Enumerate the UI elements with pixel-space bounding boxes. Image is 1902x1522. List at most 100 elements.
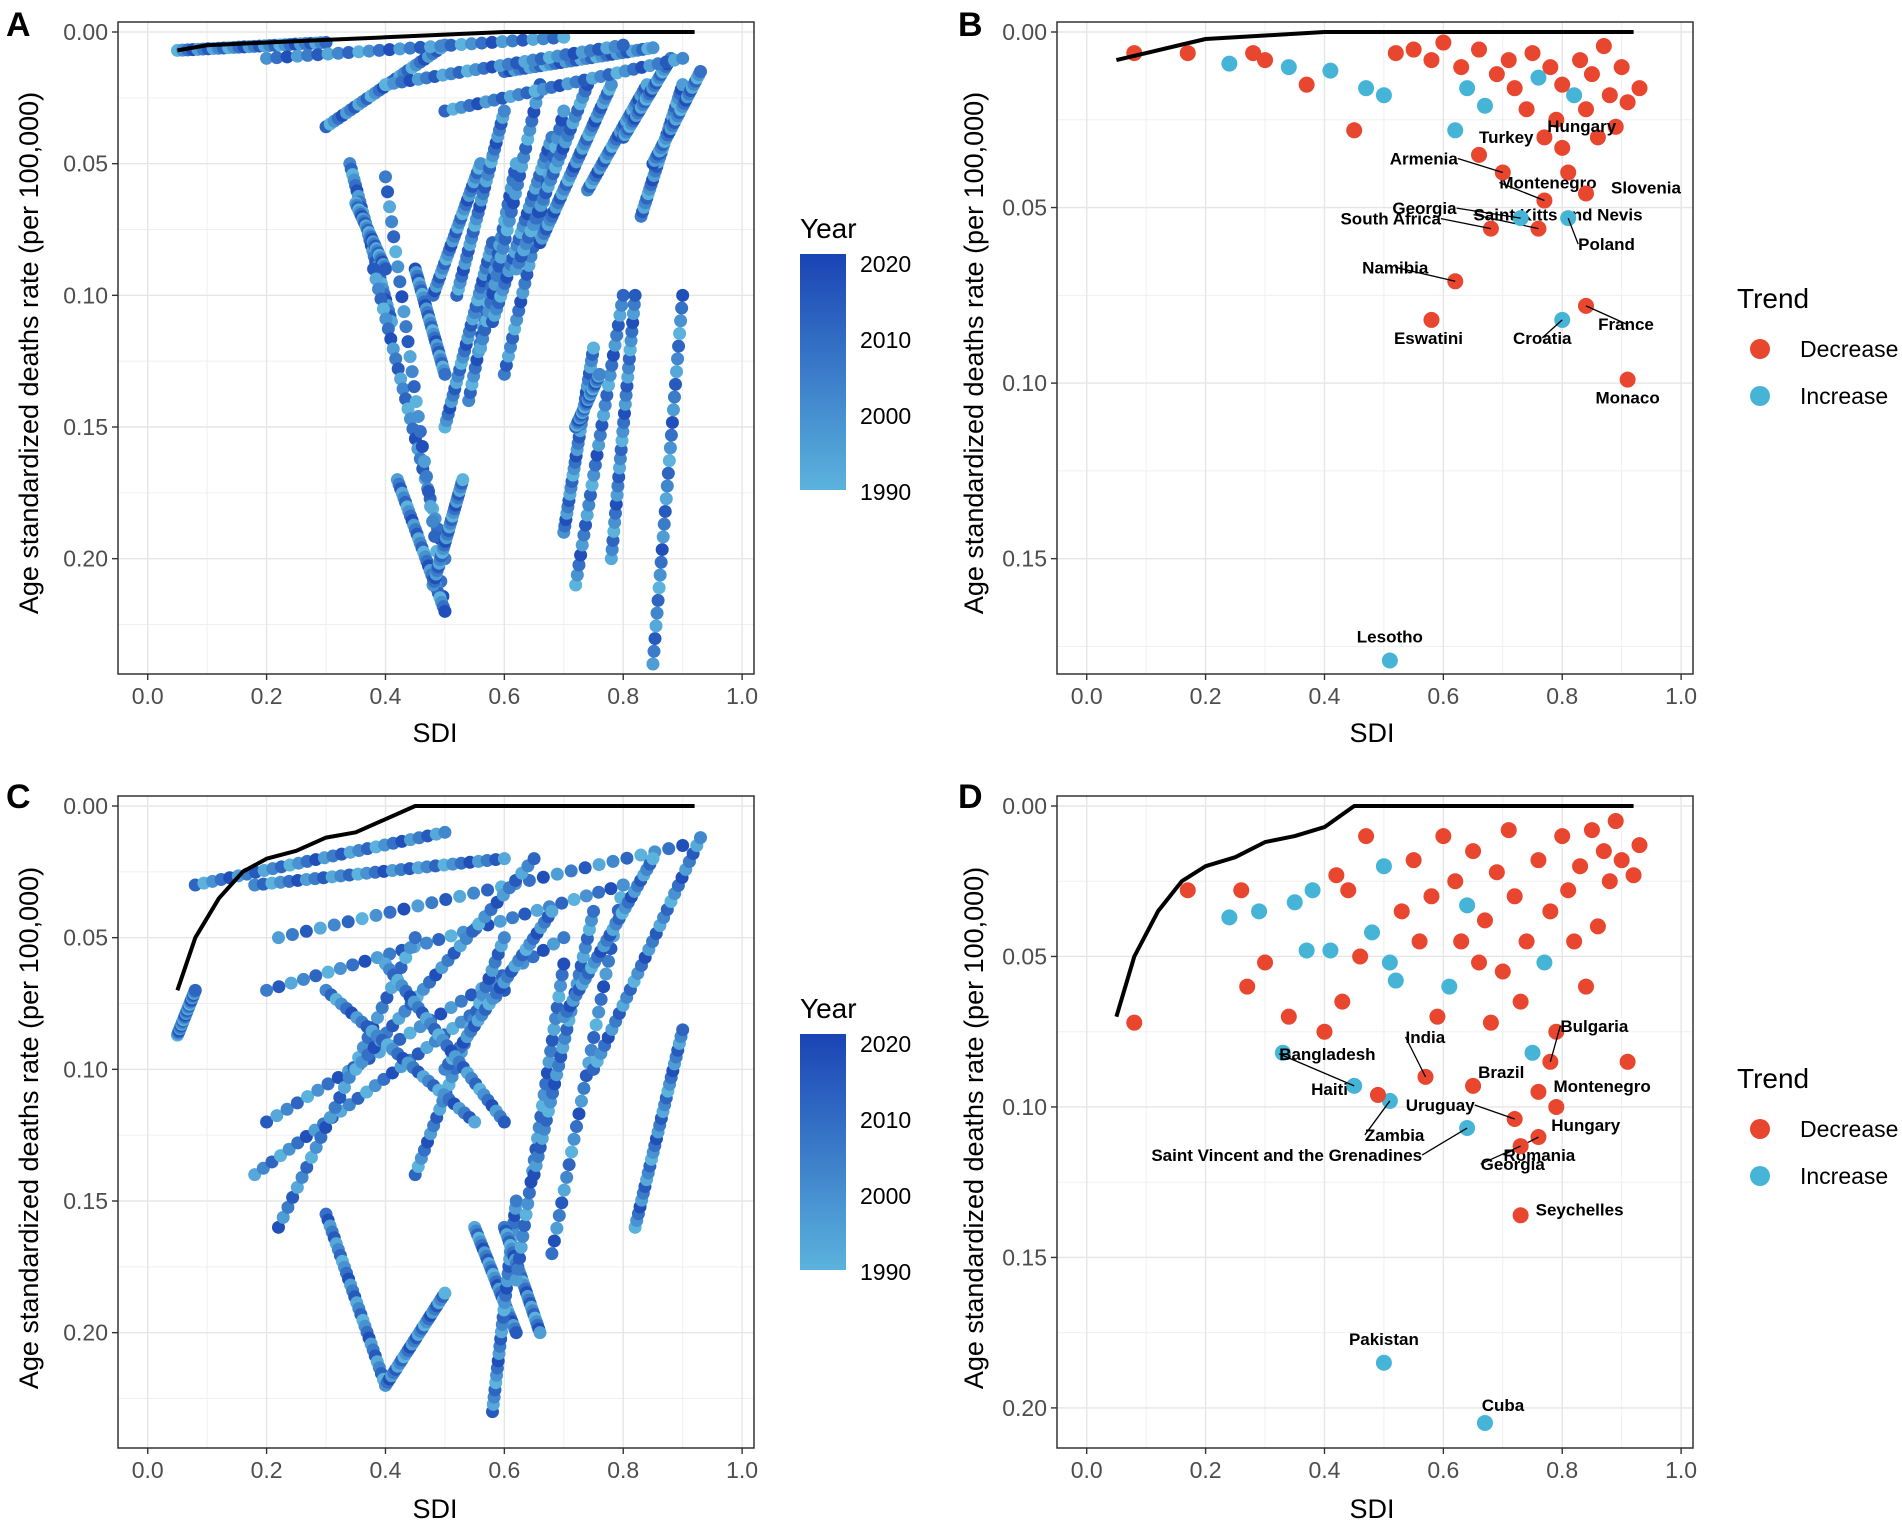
plot-border [1056, 21, 1694, 675]
country-point [1453, 933, 1470, 950]
trajectory-point [391, 362, 405, 376]
country-label: Hungary [1551, 1116, 1621, 1135]
panel-letter-D: D [958, 778, 983, 816]
country-point [1465, 843, 1482, 860]
trajectory-point [497, 931, 511, 945]
country-point [1613, 852, 1630, 869]
trajectory-point [321, 47, 335, 61]
trajectory-point [592, 885, 606, 899]
country-point [1334, 993, 1351, 1010]
trajectory-point [509, 1326, 523, 1340]
country-point [1494, 963, 1511, 980]
trajectory-point [665, 415, 679, 429]
x-tick-label: 0.8 [607, 1457, 639, 1483]
trajectory-point [601, 378, 615, 392]
trajectory-point [592, 1005, 606, 1019]
trajectory-point [370, 1011, 384, 1025]
country-point [1500, 52, 1517, 69]
trajectory-point [676, 839, 690, 852]
trajectory-point [295, 1170, 309, 1184]
country-point [1607, 118, 1624, 135]
trajectory-point [650, 606, 664, 620]
trajectory-point [577, 1081, 591, 1095]
trajectory-point [615, 298, 629, 312]
year-legend-title-C: Year [800, 993, 857, 1024]
trajectory-point [362, 44, 376, 58]
year-legend-label: 2000 [860, 403, 911, 429]
trajectory-point [668, 377, 682, 391]
trajectory-point [547, 1234, 561, 1248]
y-axis-title-B: Age standardized deaths rate (per 100,00… [959, 92, 989, 614]
label-leader-line [1541, 319, 1563, 339]
trajectory-point [569, 578, 583, 592]
country-point [1453, 59, 1470, 76]
trajectory-point [300, 1160, 314, 1174]
x-tick-label: 0.8 [1546, 683, 1578, 709]
trajectory-point [465, 37, 479, 51]
trajectory-point [444, 38, 458, 52]
country-label: Monaco [1595, 389, 1659, 408]
trajectory-point [408, 931, 422, 945]
label-leader-line [1440, 217, 1492, 230]
trajectory-point [399, 951, 413, 965]
trajectory-point [506, 34, 520, 48]
trajectory-point [497, 1115, 511, 1129]
country-point [1375, 858, 1392, 875]
trajectory-point [527, 852, 541, 866]
trajectory-point [588, 458, 602, 472]
trajectory-point [331, 46, 345, 60]
trajectory-point [575, 538, 589, 552]
trajectory-point [587, 1031, 601, 1045]
y-tick-label: 0.05 [1002, 943, 1047, 969]
panel-B-plot: LesothoMonacoCroatiaFranceEswatiniNamibi… [1002, 19, 1697, 709]
x-tick-label: 0.4 [1308, 1457, 1340, 1483]
country-label: Hungary [1547, 117, 1617, 136]
country-point [1488, 66, 1505, 83]
trajectory-point [313, 921, 327, 935]
trajectory-point [438, 367, 452, 381]
trajectory-point [409, 395, 423, 409]
country-point [1530, 69, 1547, 86]
trend-legend-key-increase [1750, 386, 1770, 406]
trajectory-point [272, 980, 286, 994]
trajectory-point [468, 1115, 482, 1129]
labeled-country-point [1578, 185, 1595, 202]
country-point [1572, 858, 1589, 875]
country-point [1459, 897, 1476, 914]
trajectory-point [518, 907, 532, 921]
trajectory-point [533, 1326, 547, 1340]
trajectory-point [579, 518, 593, 532]
y-tick-label: 0.10 [63, 1056, 108, 1082]
country-point [1506, 80, 1523, 97]
label-leader-line [1421, 1127, 1468, 1156]
trajectory-point [601, 954, 615, 968]
labeled-country-point [1471, 146, 1488, 163]
x-tick-label: 0.4 [369, 683, 401, 709]
trajectory-point [544, 1044, 558, 1058]
trajectory-point [694, 831, 708, 845]
country-point [1328, 867, 1345, 884]
country-point [1583, 66, 1600, 83]
trajectory-point [603, 368, 617, 382]
y-axis-title-D: Age standardized deaths rate (per 100,00… [959, 867, 989, 1389]
country-point [1631, 80, 1648, 97]
x-tick-label: 0.2 [251, 683, 283, 709]
trajectory-point [438, 604, 452, 618]
frontier-line [1115, 30, 1634, 63]
trajectory-point [290, 49, 304, 63]
trajectory-point [526, 32, 540, 46]
trajectory-point [342, 46, 356, 60]
year-legend-label: 2020 [860, 251, 911, 277]
country-point [1322, 62, 1339, 79]
y-tick-label: 0.10 [1002, 1094, 1047, 1120]
x-tick-label: 0.2 [251, 1457, 283, 1483]
country-point [1476, 97, 1493, 114]
y-tick-label: 0.00 [63, 793, 108, 819]
panel-letter-A: A [6, 6, 31, 44]
trajectory-point [557, 957, 571, 971]
trajectory-point [411, 899, 425, 913]
x-tick-label: 0.8 [1546, 1457, 1578, 1483]
label-leader-line [1567, 217, 1579, 245]
trajectory-point [434, 39, 448, 53]
trajectory-point [608, 338, 622, 352]
